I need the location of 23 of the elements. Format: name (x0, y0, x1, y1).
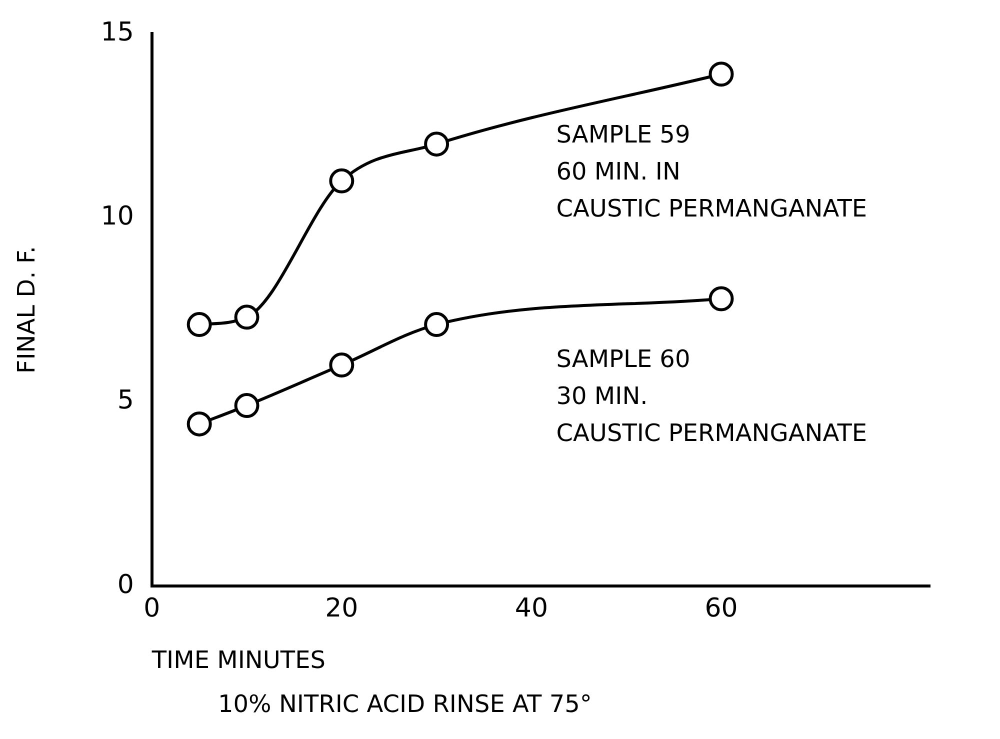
point (424, 312, 450, 338)
y-tick-label: 15 (100, 17, 134, 48)
y-tick-label: 5 (117, 386, 134, 416)
point (708, 62, 734, 87)
point (329, 168, 354, 194)
y-tick-label: 10 (100, 201, 134, 232)
point (186, 411, 212, 436)
series-label: SAMPLE 59 60 MIN. IN CAUSTIC PERMANGANATE (556, 120, 868, 222)
x-tick-label: 20 (325, 593, 358, 624)
text: 10% NITRIC ACID RINSE AT 75° (218, 690, 592, 718)
y-axis-title: FINAL D. F. (12, 246, 41, 374)
x-tick-label: 60 (704, 593, 738, 624)
series-label: SAMPLE 60 30 MIN. CAUSTIC PERMANGANATE (556, 344, 868, 447)
point (234, 304, 260, 330)
point (329, 352, 354, 378)
y-tick-label: 0 (117, 570, 134, 600)
x-axis-title: TIME MINUTES (150, 646, 326, 674)
point (186, 312, 212, 338)
x-tick-label: 40 (514, 593, 548, 624)
x-tick-label: 0 (144, 593, 160, 624)
point (708, 286, 734, 312)
point (424, 132, 450, 157)
point (234, 393, 260, 418)
